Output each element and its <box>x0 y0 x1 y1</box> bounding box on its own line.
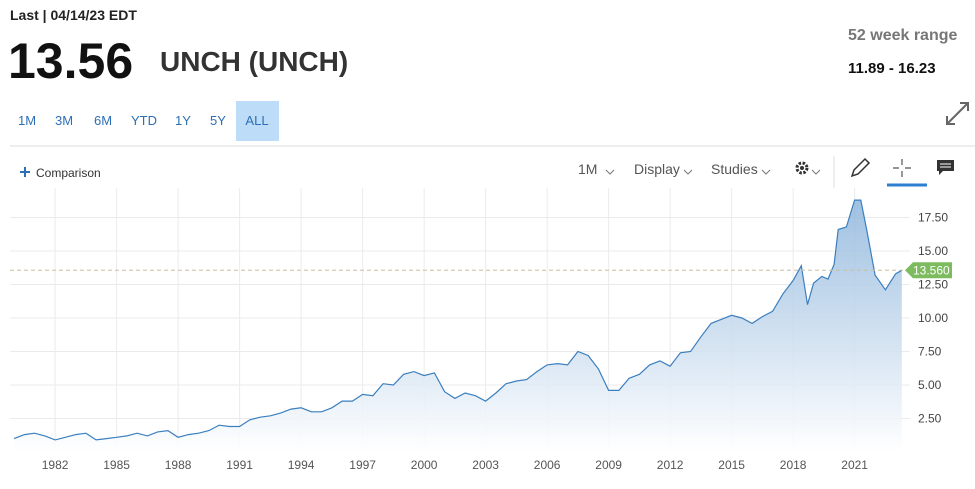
range-button[interactable]: 5Y <box>210 113 226 128</box>
x-tick-label: 1988 <box>165 458 192 472</box>
x-tick-label: 1991 <box>226 458 253 472</box>
x-tick-label: 2015 <box>718 458 745 472</box>
y-tick-label: 7.50 <box>918 344 942 358</box>
x-tick-label: 2021 <box>841 458 868 472</box>
toolbar: Comparison 1M Display Studies <box>20 156 954 188</box>
crosshair-icon[interactable] <box>887 159 927 187</box>
x-tick-label: 2003 <box>472 458 499 472</box>
chevron <box>761 169 771 175</box>
range-button[interactable]: YTD <box>131 113 157 128</box>
y-tick-label: 17.50 <box>918 210 948 224</box>
interval-label[interactable]: 1M <box>578 161 597 177</box>
range-buttons: 1M 3M 6M YTD 1Y 5Y ALL <box>18 101 279 141</box>
studies-label[interactable]: Studies <box>711 161 758 177</box>
last-label: Last | 04/14/23 EDT <box>10 7 137 23</box>
display-label[interactable]: Display <box>634 161 680 177</box>
x-tick-label: 2018 <box>780 458 807 472</box>
y-tick-label: 12.50 <box>918 277 948 291</box>
y-tick-label: 10.00 <box>918 311 948 325</box>
range-button[interactable]: 3M <box>55 113 73 128</box>
settings-icon[interactable] <box>795 161 821 175</box>
comparison-label[interactable]: Comparison <box>36 166 101 180</box>
range-button[interactable]: 6M <box>94 113 112 128</box>
last-price-tag <box>905 262 952 279</box>
y-tick-label: 15.00 <box>918 244 948 258</box>
chevron <box>605 169 615 175</box>
last-price-label: 13.560 <box>913 263 950 277</box>
range-value: 11.89 - 16.23 <box>848 60 936 77</box>
range-label: 52 week range <box>848 27 958 44</box>
range-button[interactable]: 1Y <box>175 113 191 128</box>
area <box>14 200 902 452</box>
price-line <box>13 199 903 441</box>
chevron <box>683 169 693 175</box>
x-tick-label: 1997 <box>349 458 376 472</box>
x-tick-label: 1985 <box>103 458 130 472</box>
x-tick-label: 1982 <box>42 458 69 472</box>
range-button[interactable]: ALL <box>245 113 268 128</box>
x-tick-label: 2009 <box>595 458 622 472</box>
y-tick-label: 2.50 <box>918 411 942 425</box>
active-range-bg <box>236 101 279 141</box>
price: 13.56 <box>8 33 133 89</box>
comparison-button[interactable]: Comparison <box>20 166 101 180</box>
plot-area: 2.50 5.00 7.50 10.00 12.50 15.00 17.50 1982 1985… <box>10 188 952 472</box>
draw-icon[interactable] <box>850 157 871 178</box>
x-tick-label: 2000 <box>411 458 438 472</box>
range-button[interactable]: 1M <box>18 113 36 128</box>
header: Last | 04/14/23 EDT 13.56 UNCH (UNCH) 52… <box>8 7 958 89</box>
y-tick-label: 5.00 <box>918 378 942 392</box>
x-tick-label: 2006 <box>534 458 561 472</box>
comment-icon[interactable] <box>937 160 954 175</box>
x-tick-label: 2012 <box>657 458 684 472</box>
x-tick-label: 1994 <box>288 458 315 472</box>
expand-icon[interactable] <box>946 102 969 125</box>
symbol-name: UNCH (UNCH) <box>160 46 348 77</box>
